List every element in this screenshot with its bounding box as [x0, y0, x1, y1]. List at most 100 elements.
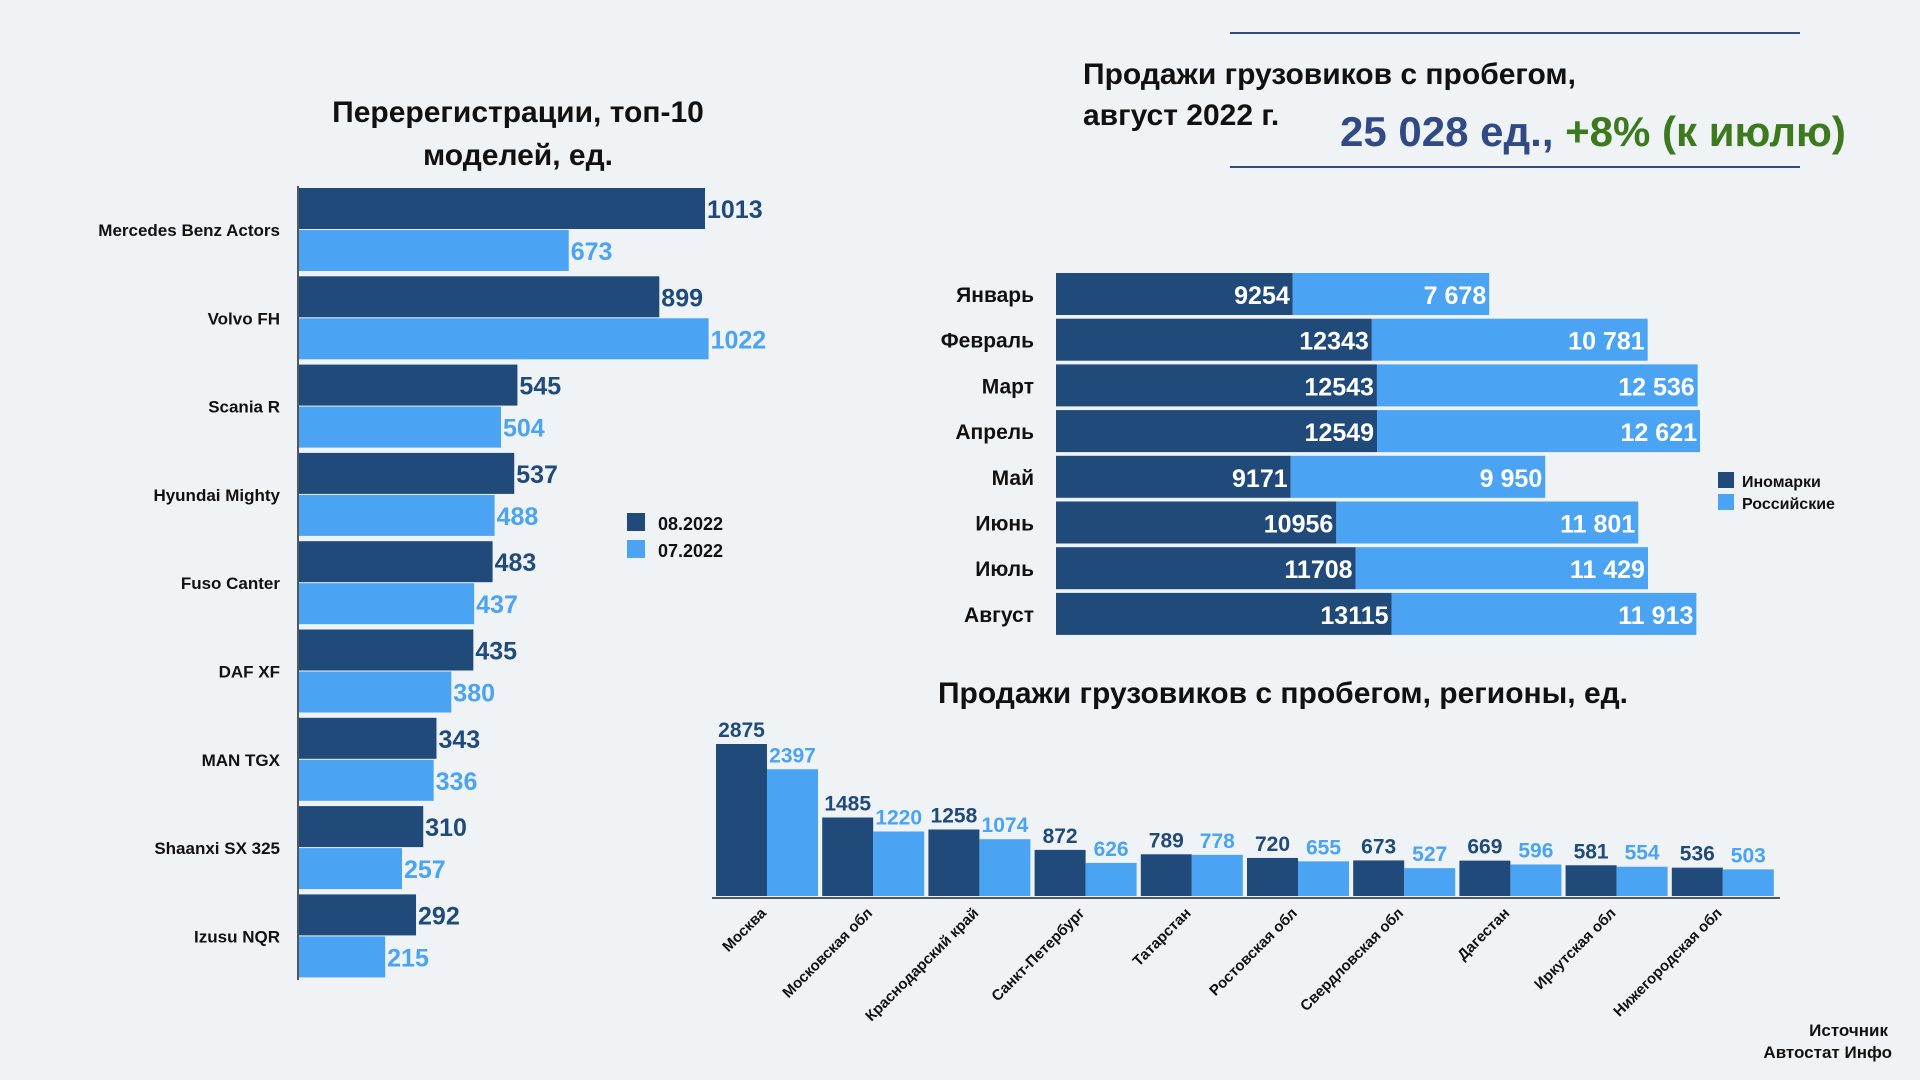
regions-value-label: 2875: [718, 719, 765, 742]
monthly-legend-label-light: Российские: [1742, 496, 1835, 513]
monthly-value-label: 12549: [1305, 419, 1375, 447]
monthly-bar-segment: [1056, 455, 1291, 498]
monthly-bars: Январь 9254 7 678 Февраль 12343 10 781 Март 125…: [941, 273, 1700, 635]
regions-category-label: Ростовская обл: [1206, 905, 1301, 1000]
regions-value-label: 536: [1680, 843, 1715, 866]
monthly-value-label: 12343: [1299, 328, 1369, 356]
rereg-value-label: 1013: [707, 196, 763, 224]
rereg-value-label: 336: [436, 768, 478, 796]
rereg-bar: [299, 759, 434, 801]
monthly-bar-segment: [1056, 547, 1356, 590]
monthly-legend-label-dark: Иномарки: [1742, 474, 1821, 491]
rereg-bar: [299, 188, 705, 229]
headline-figure: 25 028 ед., +8% (к июлю): [1340, 108, 1846, 155]
rereg-bar: [299, 406, 501, 448]
monthly-bar-segment: [1056, 273, 1293, 315]
regions-bar: [1247, 857, 1298, 896]
monthly-value-label: 7 678: [1424, 282, 1487, 310]
headline: Продажи грузовиков с пробегом, август 20…: [1083, 32, 1846, 168]
regions-bar: [1140, 854, 1192, 896]
regions-category-label: Санкт-Петербург: [988, 905, 1088, 1005]
rereg-value-label: 343: [438, 726, 480, 754]
regions-bar: [1298, 861, 1349, 896]
regions-bar: [1191, 854, 1243, 896]
regions-value-label: 872: [1043, 825, 1078, 848]
rereg-value-label: 545: [519, 373, 561, 401]
rereg-bars: Mercedes Benz Actors 1013 673 Volvo FH 899 10…: [98, 188, 767, 978]
rereg-category-label: DAF XF: [219, 663, 280, 682]
rereg-category-label: Mercedes Benz Actors: [98, 221, 280, 240]
monthly-value-label: 12 536: [1618, 373, 1694, 401]
regions-bar: [716, 744, 767, 896]
monthly-value-label: 11 801: [1560, 511, 1635, 539]
regions-value-label: 503: [1731, 844, 1766, 867]
rereg-bar: [299, 364, 518, 406]
source-line1: Источник: [1809, 1021, 1888, 1040]
regions-category-label: Московская обл: [779, 905, 876, 1002]
regions-value-label: 1485: [824, 792, 871, 815]
monthly-legend: Иномарки Российские: [1718, 472, 1835, 513]
regions-bar: [928, 829, 980, 896]
rereg-legend: 08.2022 07.2022: [627, 513, 723, 561]
regions-bar: [822, 817, 874, 896]
rereg-legend-swatch-dark: [627, 513, 645, 531]
regions-bar: [1722, 869, 1774, 896]
monthly-bar-segment: [1056, 318, 1372, 361]
monthly-value-label: 10956: [1264, 511, 1334, 539]
regions-bar: [873, 831, 925, 896]
source-line2: Автостат Инфо: [1763, 1043, 1892, 1062]
rereg-value-label: 1022: [711, 326, 767, 354]
regions-title: Продажи грузовиков с пробегом, регионы, …: [938, 677, 1628, 710]
monthly-category-label: Май: [992, 467, 1034, 490]
rereg-value-label: 380: [453, 680, 495, 708]
monthly-value-label: 11708: [1284, 556, 1352, 584]
rereg-bar: [299, 629, 474, 671]
regions-value-label: 1258: [931, 804, 978, 827]
monthly-bar-segment: [1056, 501, 1337, 544]
rereg-bar: [299, 230, 569, 271]
rereg-bar: [299, 671, 452, 713]
rereg-bar: [299, 494, 495, 536]
regions-value-label: 554: [1625, 842, 1660, 865]
regions-value-label: 596: [1518, 839, 1553, 862]
regions-bar: [979, 839, 1031, 896]
rereg-legend-label-light: 07.2022: [658, 541, 723, 561]
monthly-chart: Январь 9254 7 678 Февраль 12343 10 781 Март 125…: [941, 273, 1835, 635]
monthly-bar-segment: [1371, 318, 1648, 361]
regions-value-label: 1220: [875, 806, 922, 829]
rereg-value-label: 257: [404, 856, 446, 884]
regions-bar: [767, 769, 818, 896]
regions-bar: [1404, 868, 1456, 896]
monthly-legend-swatch-light: [1718, 494, 1734, 510]
regions-value-label: 789: [1149, 829, 1184, 852]
monthly-value-label: 12 621: [1621, 419, 1698, 447]
rereg-bar: [299, 936, 386, 978]
monthly-bar-segment: [1336, 501, 1639, 544]
regions-value-label: 626: [1094, 838, 1129, 861]
rereg-value-label: 437: [476, 591, 518, 619]
rereg-legend-label-dark: 08.2022: [658, 514, 723, 534]
rereg-bar: [299, 806, 424, 848]
monthly-value-label: 10 781: [1568, 328, 1645, 356]
rereg-bar: [299, 894, 417, 936]
regions-category-label: Нижегородская обл: [1610, 905, 1725, 1020]
monthly-bar-segment: [1056, 364, 1377, 407]
regions-bar: [1353, 860, 1405, 896]
monthly-bar-segment: [1056, 592, 1392, 635]
monthly-category-label: Март: [982, 375, 1034, 398]
rereg-bar: [299, 452, 515, 494]
regions-category-label: Дагестан: [1454, 905, 1513, 964]
monthly-value-label: 9 950: [1480, 465, 1543, 493]
rereg-value-label: 537: [516, 461, 558, 489]
rereg-category-label: Shaanxi SX 325: [154, 839, 280, 858]
headline-change: +8% (к июлю): [1565, 108, 1846, 155]
regions-chart: Продажи грузовиков с пробегом, регионы, …: [712, 677, 1780, 1025]
headline-title-line1: Продажи грузовиков с пробегом,: [1083, 58, 1576, 91]
monthly-bar-segment: [1292, 273, 1490, 315]
monthly-category-label: Апрель: [955, 421, 1034, 444]
rereg-value-label: 292: [418, 902, 460, 930]
rereg-bar: [299, 276, 660, 318]
regions-value-label: 581: [1574, 840, 1609, 863]
